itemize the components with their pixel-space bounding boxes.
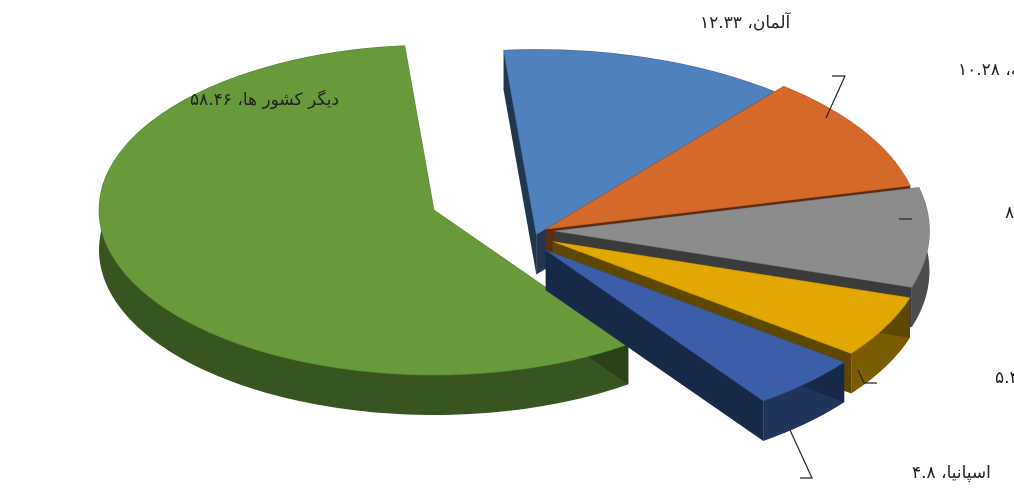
data-label-1: آلمان، ۱۲.۳۳ [700, 11, 792, 33]
slice-wall-5-1 [545, 250, 764, 441]
slice-top-5 [545, 249, 845, 402]
leader-line-5 [789, 429, 813, 479]
slice-6 [98, 45, 629, 416]
slice-wall-1-0 [503, 50, 537, 275]
slice-top-1 [503, 49, 775, 235]
slice-top-4 [552, 241, 911, 354]
data-label-2: فرانسه، ۱۰.۲۸ [958, 60, 1014, 80]
slice-5 [545, 249, 845, 441]
data-label-4: بریتانیا، ۵.۴۳ [995, 368, 1014, 388]
data-label-5: اسپانیا، ۴.۸ [912, 463, 991, 483]
slice-top-6 [98, 45, 629, 376]
data-label-3: آمریکا، ۸.۷ [1005, 201, 1014, 223]
slice-top-3 [554, 187, 930, 288]
data-label-6: دیگر کشور ها، ۵۸.۴۶ [190, 89, 339, 110]
leader-lines [789, 75, 912, 479]
labels-layer: آلمان، ۱۲.۳۳ فرانسه، ۱۰.۲۸ آمریکا، ۸.۷ بریت… [190, 11, 1014, 483]
slice-side-6 [99, 45, 629, 416]
slices-layer [98, 45, 930, 441]
leader-line-2 [825, 75, 846, 119]
slice-top-2 [545, 85, 911, 230]
leader-line-4 [857, 369, 877, 384]
